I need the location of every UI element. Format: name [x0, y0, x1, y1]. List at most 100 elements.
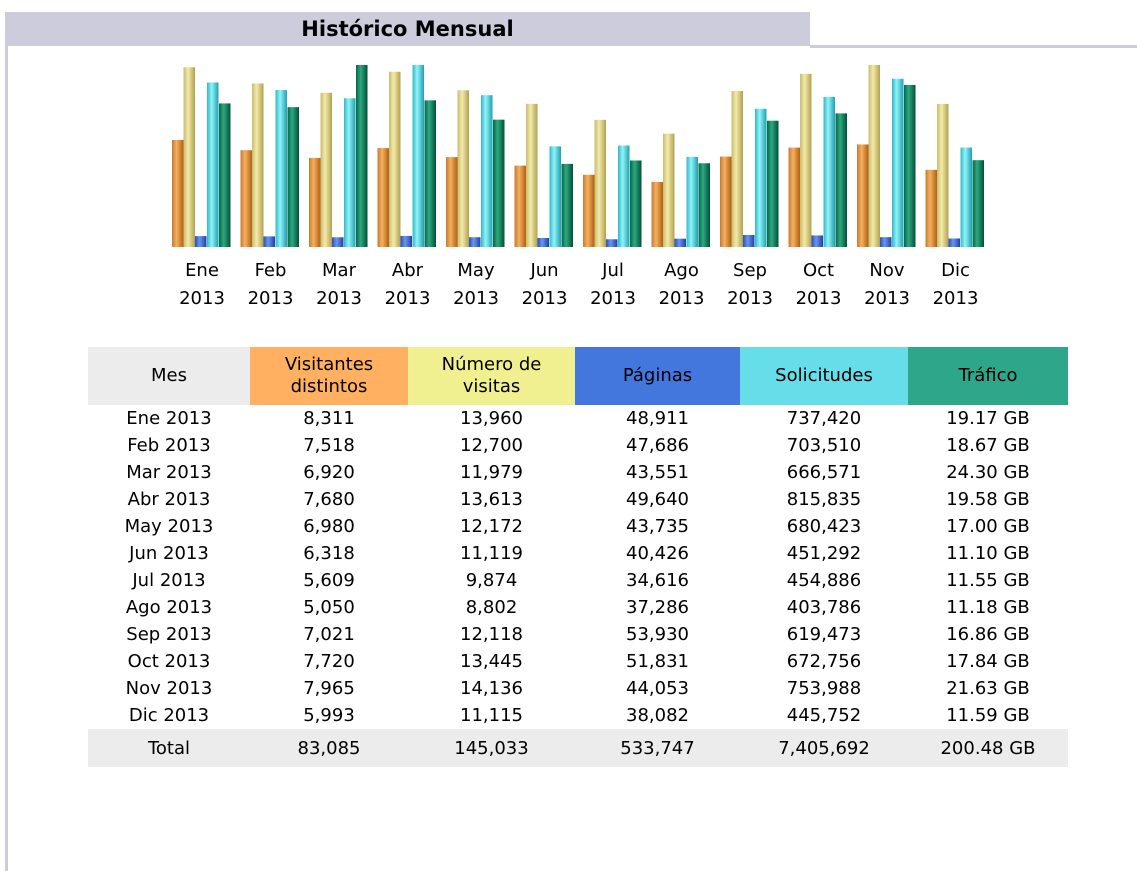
cell: 7,021	[303, 624, 355, 645]
cell: 403,786	[786, 597, 862, 618]
bar	[663, 133, 675, 247]
cell: 11,119	[460, 543, 523, 564]
bar	[972, 160, 984, 247]
row: Jun 2013 6,318 11,119 40,426 451,292 11.10 GB	[88, 540, 1068, 567]
cell: 5,050	[303, 597, 355, 618]
bar	[767, 120, 779, 247]
monthly-table: Mes Visitantes distintos Número de visitas Pá…	[88, 347, 1068, 767]
bar	[219, 103, 231, 247]
x-label-month: Jun	[529, 260, 558, 281]
header-cell: Tráfico	[908, 347, 1068, 405]
x-label-month: Oct	[803, 260, 834, 281]
cell: 145,033	[408, 729, 575, 767]
bar	[800, 73, 812, 247]
cell: 533,747	[575, 729, 740, 767]
bar	[183, 67, 195, 247]
header-text: visitas	[462, 376, 521, 397]
x-label-month: Dic	[941, 260, 970, 281]
bar	[823, 96, 835, 248]
bar	[469, 237, 481, 247]
cell: 37,286	[626, 597, 689, 618]
cell: 17.84 GB	[946, 651, 1030, 672]
row: May 2013 6,980 12,172 43,735 680,423 17.00 GB	[88, 513, 1068, 540]
x-label-year: 2013	[179, 288, 225, 309]
bar	[275, 90, 287, 247]
bar	[252, 83, 264, 247]
bar	[424, 100, 436, 247]
bar	[583, 174, 595, 247]
cell: 11.55 GB	[946, 570, 1030, 591]
row: Ene 2013 8,311 13,960 48,911 737,420 19.17 GB	[88, 405, 1068, 432]
cell: 5,993	[303, 705, 355, 726]
x-label-month: Mar	[322, 260, 357, 281]
cell: 47,686	[626, 435, 689, 456]
bar	[389, 71, 401, 248]
row: Abr 2013 7,680 13,613 49,640 815,835 19.58 GB	[88, 486, 1068, 513]
cell: 11.59 GB	[946, 705, 1030, 726]
cell: 13,613	[460, 489, 523, 510]
cell: 11.18 GB	[946, 597, 1030, 618]
bar	[309, 157, 321, 247]
cell: 703,510	[786, 435, 862, 456]
bar	[618, 145, 630, 247]
x-label-year: 2013	[522, 288, 568, 309]
cell: 13,960	[460, 408, 523, 429]
x-label-month: Sep	[733, 260, 767, 281]
cell: 7,518	[303, 435, 355, 456]
bar	[412, 65, 424, 247]
bar	[892, 78, 904, 248]
bar	[240, 150, 252, 247]
bar	[481, 95, 493, 247]
bar	[320, 92, 332, 247]
cell: Abr 2013	[127, 489, 211, 510]
bar	[537, 237, 549, 247]
x-label-year: 2013	[453, 288, 499, 309]
row: Oct 2013 7,720 13,445 51,831 672,756 17.84 GB	[88, 648, 1068, 675]
cell: Mar 2013	[126, 462, 212, 483]
cell: 619,473	[786, 624, 862, 645]
cell: 454,886	[786, 570, 862, 591]
cell: Oct 2013	[127, 651, 211, 672]
bar	[207, 82, 219, 247]
x-label-year: 2013	[590, 288, 636, 309]
cell: 672,756	[786, 651, 862, 672]
total-row: Total 83,085 145,033 533,747 7,405,692 200.48…	[88, 729, 1068, 767]
x-label-year: 2013	[796, 288, 842, 309]
cell: 6,920	[303, 462, 355, 483]
row: Ago 2013 5,050 8,802 37,286 403,786 11.18 GB	[88, 594, 1068, 621]
x-label-year: 2013	[316, 288, 362, 309]
divider	[5, 46, 8, 871]
cell: Sep 2013	[126, 624, 212, 645]
cell: Ago 2013	[125, 597, 213, 618]
cell: Nov 2013	[125, 678, 213, 699]
header-row: Mes Visitantes distintos Número de visitas Pá…	[88, 347, 1068, 405]
cell: 43,735	[626, 516, 689, 537]
header-text: Número de	[441, 354, 542, 375]
cell: 7,965	[303, 678, 355, 699]
cell: 51,831	[626, 651, 689, 672]
cell: 737,420	[786, 408, 862, 429]
row: Nov 2013 7,965 14,136 44,053 753,988 21.63 GB	[88, 675, 1068, 702]
bar	[720, 156, 732, 247]
chart: Ene 2013 Feb 2013 Mar 2013 Abr 2013 May 2013 Jun 20…	[172, 65, 984, 309]
bar	[948, 238, 960, 247]
cell: 8,802	[465, 597, 518, 618]
header-text: Páginas	[622, 365, 693, 386]
bar	[457, 90, 469, 247]
bar	[195, 236, 207, 247]
bar	[549, 146, 561, 247]
header-cell: Solicitudes	[740, 347, 908, 405]
cell: 815,835	[786, 489, 862, 510]
x-label-month: Abr	[392, 260, 424, 281]
cell: 44,053	[626, 678, 689, 699]
header-cell: Número de visitas	[408, 347, 575, 405]
x-label-year: 2013	[385, 288, 431, 309]
header-text: Mes	[151, 365, 187, 386]
cell: 7,720	[303, 651, 355, 672]
bar	[594, 119, 606, 247]
cell: 12,700	[460, 435, 523, 456]
bar	[811, 235, 823, 247]
cell: 40,426	[626, 543, 689, 564]
bar	[651, 181, 663, 247]
row: Feb 2013 7,518 12,700 47,686 703,510 18.67 GB	[88, 432, 1068, 459]
